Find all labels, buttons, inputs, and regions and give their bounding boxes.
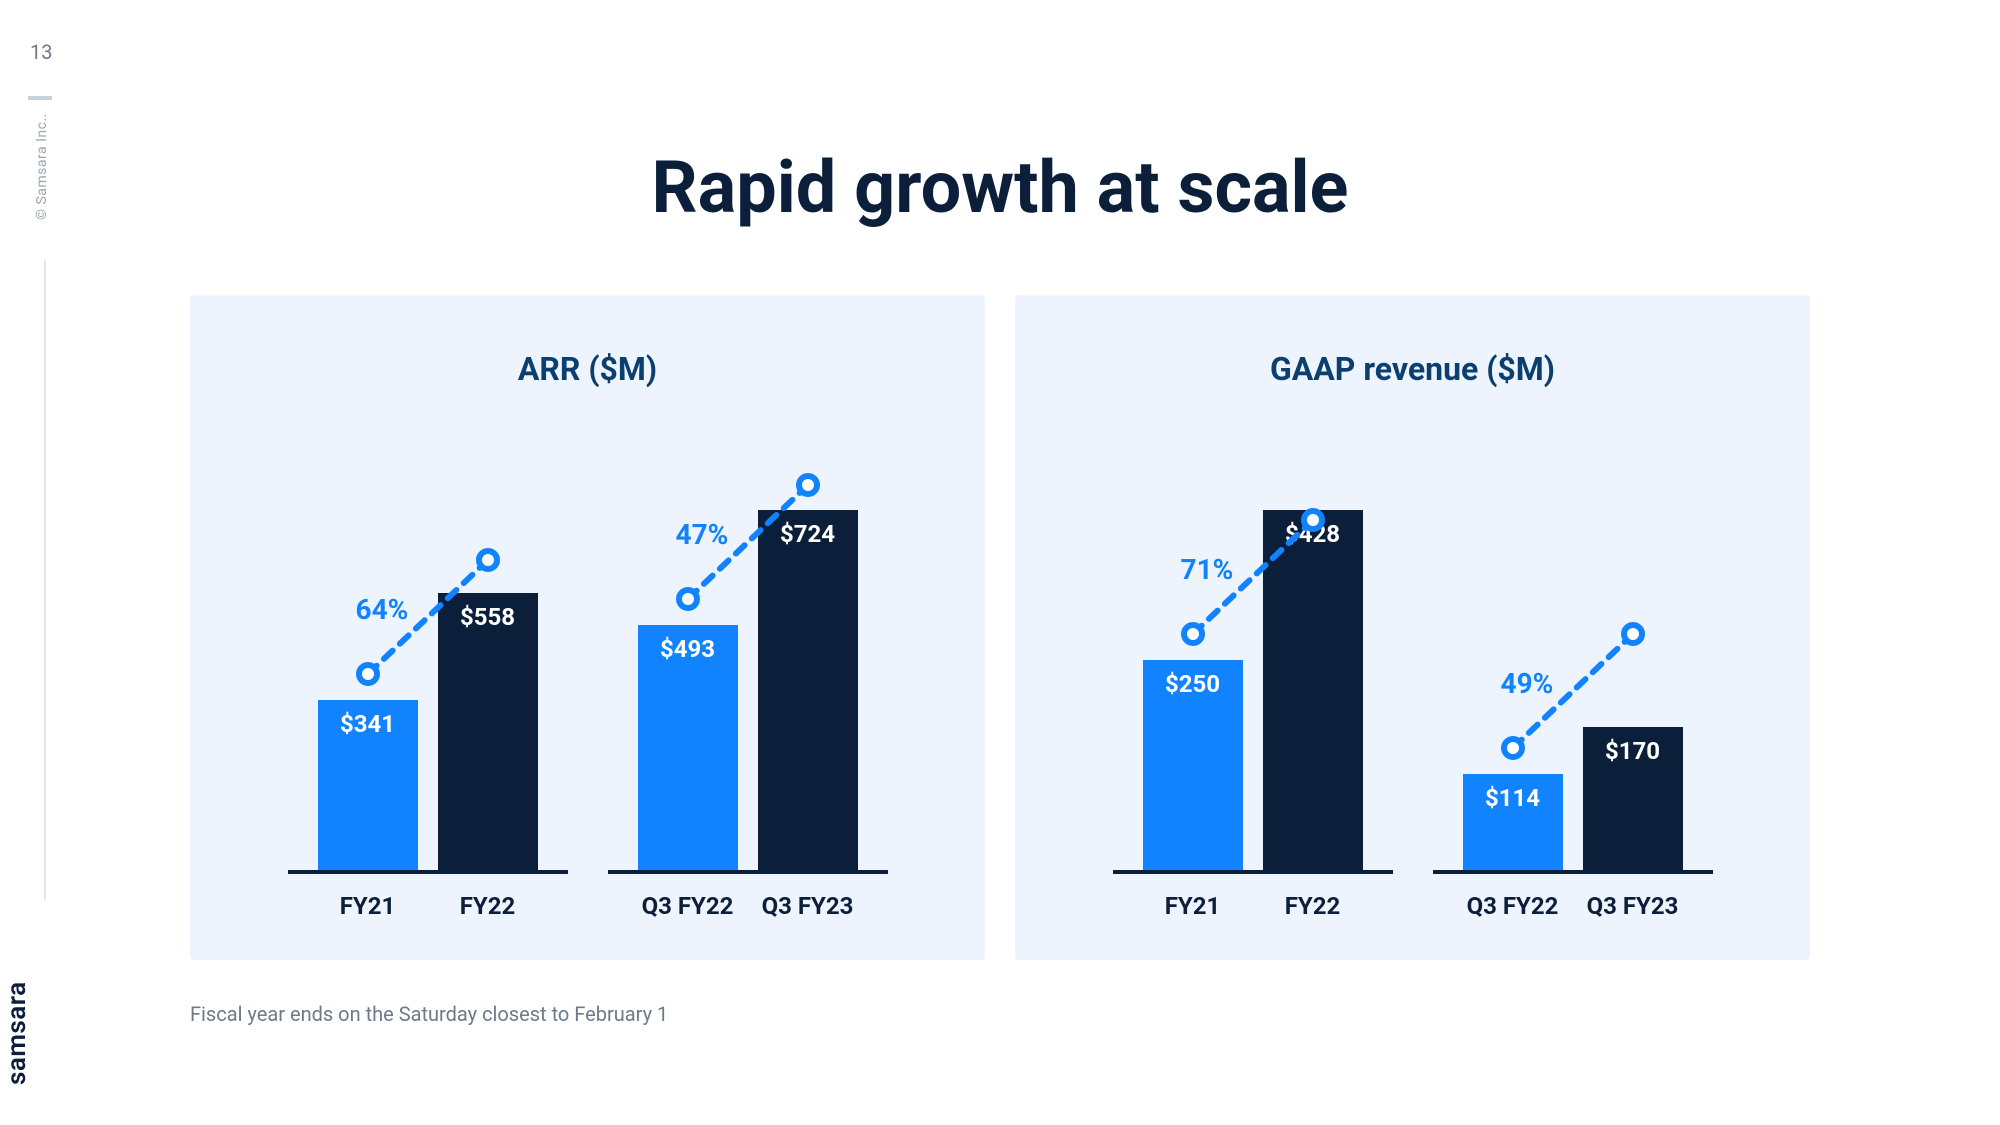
bar-value-label: $170 bbox=[1583, 737, 1683, 765]
bar: $341 bbox=[318, 700, 418, 870]
bars-area: $341 $558 bbox=[298, 514, 558, 874]
slide-title: Rapid growth at scale bbox=[0, 145, 2000, 230]
growth-label: 71% bbox=[1181, 553, 1234, 586]
x-label: Q3 FY22 bbox=[1463, 892, 1563, 920]
bar-value-label: $250 bbox=[1143, 670, 1243, 698]
bars-area: $250 $428 bbox=[1123, 514, 1383, 874]
chart-panel: GAAP revenue ($M) $250 $428 FY21 FY22 71% $114… bbox=[1015, 295, 1810, 960]
bar: $428 bbox=[1263, 510, 1363, 870]
bar-pair: $341 $558 FY21 FY22 64% bbox=[298, 514, 558, 920]
growth-label: 64% bbox=[356, 593, 409, 626]
panel-title: GAAP revenue ($M) bbox=[1015, 295, 1810, 388]
bar-value-label: $114 bbox=[1463, 784, 1563, 812]
bar: $558 bbox=[438, 593, 538, 870]
brand-logo-text: samsara bbox=[2, 981, 32, 1085]
x-labels: Q3 FY22 Q3 FY23 bbox=[1443, 874, 1703, 920]
bar: $493 bbox=[638, 625, 738, 870]
bar-pair: $250 $428 FY21 FY22 71% bbox=[1123, 514, 1383, 920]
bar: $250 bbox=[1143, 660, 1243, 870]
bar-value-label: $428 bbox=[1263, 520, 1363, 548]
bar: $724 bbox=[758, 510, 858, 870]
bar: $170 bbox=[1583, 727, 1683, 870]
chart-row: $341$558FY21FY2264%$493$724Q3 FY22Q3 FY2… bbox=[190, 514, 985, 920]
footnote: Fiscal year ends on the Saturday closest… bbox=[190, 1002, 668, 1026]
x-label: Q3 FY23 bbox=[1583, 892, 1683, 920]
panel-title: ARR ($M) bbox=[190, 295, 985, 388]
x-label: FY22 bbox=[438, 892, 538, 920]
x-labels: Q3 FY22 Q3 FY23 bbox=[618, 874, 878, 920]
bar-pair: $493 $724 Q3 FY22 Q3 FY23 47% bbox=[618, 514, 878, 920]
bar-pair: $114 $170 Q3 FY22 Q3 FY23 49% bbox=[1443, 514, 1703, 920]
bar-value-label: $558 bbox=[438, 603, 538, 631]
growth-label: 49% bbox=[1501, 667, 1554, 700]
chart-panels: ARR ($M) $341 $558 FY21 FY22 64% $493 $724 Q3 FY… bbox=[190, 295, 1810, 960]
bar-value-label: $341 bbox=[318, 710, 418, 738]
bars-area: $493 $724 bbox=[618, 514, 878, 874]
page-number: 13 bbox=[30, 40, 52, 64]
x-label: Q3 FY22 bbox=[638, 892, 738, 920]
bar-value-label: $724 bbox=[758, 520, 858, 548]
x-label: FY21 bbox=[1143, 892, 1243, 920]
side-dash bbox=[28, 96, 52, 100]
x-label: FY21 bbox=[318, 892, 418, 920]
x-labels: FY21 FY22 bbox=[298, 874, 558, 920]
bar: $114 bbox=[1463, 774, 1563, 870]
chart-panel: ARR ($M) $341 $558 FY21 FY22 64% $493 $724 Q3 FY… bbox=[190, 295, 985, 960]
x-labels: FY21 FY22 bbox=[1123, 874, 1383, 920]
bars-area: $114 $170 bbox=[1443, 514, 1703, 874]
chart-row: $250$428FY21FY2271%$114$170Q3 FY22Q3 FY2… bbox=[1015, 514, 1810, 920]
side-line bbox=[44, 260, 46, 900]
bar-value-label: $493 bbox=[638, 635, 738, 663]
x-label: Q3 FY23 bbox=[758, 892, 858, 920]
growth-label: 47% bbox=[676, 518, 729, 551]
x-label: FY22 bbox=[1263, 892, 1363, 920]
